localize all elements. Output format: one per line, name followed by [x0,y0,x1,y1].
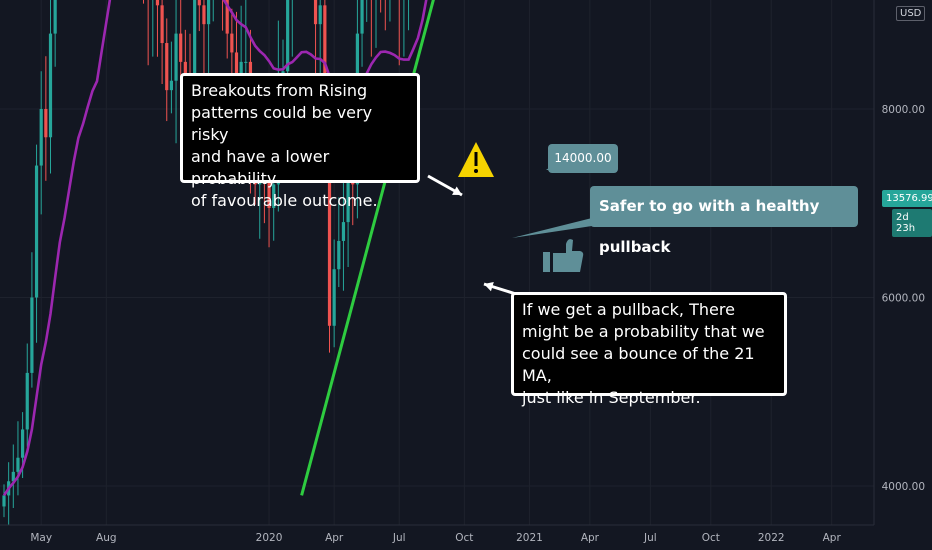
candle-body [313,0,318,25]
y-tick-label: 4000.00 [882,481,925,493]
candle-body [174,33,178,81]
warning-icon [458,142,494,177]
candle-body [341,222,346,241]
x-tick-label: Jul [392,532,406,544]
candle-body [21,429,25,458]
candle-body [34,165,39,298]
candle-body [207,0,211,25]
candle-body [360,0,364,34]
candle-body [39,109,43,166]
currency-label[interactable]: USD [896,6,926,21]
y-tick-label: 6000.00 [882,293,925,305]
candle-body [202,5,206,25]
time-axis: May Aug 2020 Apr Jul Oct 2021 Apr Jul Oct 2022 Apr [0,524,874,544]
callout-pullback: If we get a pullback, There might be a p… [511,292,787,407]
x-tick-label: Apr [581,532,600,544]
candle-body [160,5,164,44]
candle-body [332,269,336,326]
candle-body [286,0,290,72]
candle-body [11,471,15,482]
candle-body [16,457,20,472]
candle-body [53,0,57,34]
thumb-cuff [543,252,550,272]
candle-body [225,0,229,34]
candle-body [230,33,234,53]
candle-body [155,0,160,6]
candle-body [244,61,248,63]
x-tick-label: Aug [96,532,117,544]
candle-body [44,109,48,138]
candle-body [2,495,6,507]
warning-bar [474,152,478,166]
candle-body [183,61,187,81]
x-tick-label: Apr [823,532,842,544]
candle-body [318,5,322,25]
arrow-head [452,186,462,195]
candle-body [179,33,183,62]
price-axis: 4000.006000.008000.0010000.0012000.00140… [873,0,932,550]
countdown-tag: 2d 23h [892,209,932,237]
x-tick-label: Jul [643,532,657,544]
x-tick-label: Oct [702,532,720,544]
thumb-hand [553,239,584,272]
x-tick-label: Oct [455,532,473,544]
x-tick-label: 2022 [758,532,785,544]
callout-safer-pullback: Safer to go with a healthy pullback [590,186,858,256]
candle-body [30,297,34,373]
arrow-head [484,282,494,292]
candle-body [165,43,169,91]
safer-pointer [512,218,592,238]
x-tick-label: 2020 [256,532,283,544]
candle-body [327,118,332,326]
warning-dot [474,169,478,173]
candle-body [25,372,29,430]
target-price-label: 14000.00 [548,144,618,173]
callout-rising-patterns: Breakouts from Rising patterns could be … [180,73,420,210]
y-tick-label: 8000.00 [882,104,925,116]
candle-body [267,174,271,208]
ma-21-line [2,0,428,497]
grid-lines [0,0,874,525]
candle-body [169,80,173,91]
x-tick-label: 2021 [516,532,543,544]
candle-body [272,184,276,208]
x-tick-label: May [30,532,52,544]
last-price-tag: 13576.99 [882,190,932,207]
candle-body [337,240,341,270]
candle-body [193,0,197,100]
candle-body [346,156,350,223]
candle-body [197,0,201,6]
x-tick-label: Apr [325,532,344,544]
annotation-arrows [427,160,592,296]
thumbs-up-icon [543,239,584,272]
candle-body [48,33,53,138]
price-axis-bg [874,0,932,550]
